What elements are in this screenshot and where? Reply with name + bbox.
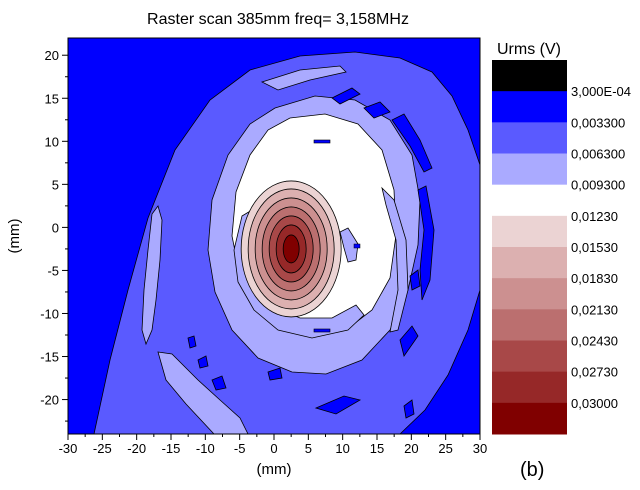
x-tick-label: 10 [335, 441, 349, 456]
x-tick-label: -20 [127, 441, 146, 456]
colorbar-label: 0,02130 [571, 302, 618, 317]
colorbar-label: 0,006300 [571, 147, 625, 162]
y-tick-label: -10 [40, 306, 59, 321]
x-tick-label: 15 [370, 441, 384, 456]
peak-contour-ring [282, 234, 300, 264]
contour-plot [68, 38, 480, 434]
chart-title: Raster scan 385mm freq= 3,158MHz [147, 11, 409, 28]
x-tick-label: 5 [305, 441, 312, 456]
blue-island-16 [353, 243, 361, 249]
colorbar-swatch [492, 91, 567, 123]
colorbar-label: 0,01830 [571, 271, 618, 286]
colorbar-swatch [492, 309, 567, 341]
peak-contours [240, 180, 342, 318]
y-axis-label: (mm) [6, 219, 23, 254]
x-tick-label: -30 [59, 441, 78, 456]
blue-island-5 [399, 325, 419, 357]
blue-island-14 [313, 328, 331, 333]
ring-segment-right [381, 186, 409, 333]
blue-island-12 [409, 269, 421, 291]
blue-island-10 [403, 399, 415, 419]
colorbar-swatch [492, 153, 567, 186]
y-tick-label: -15 [40, 350, 59, 365]
colorbar-label: 0,003300 [571, 115, 625, 130]
x-tick-label: -10 [196, 441, 215, 456]
y-tick-label: -5 [47, 263, 59, 278]
ring-segment-left [141, 205, 163, 346]
x-tick-label: -5 [234, 441, 246, 456]
colorbar: 3,000E-04 0,003300 0,006300 0,009300 0,01230… [492, 60, 631, 435]
x-tick-label: 20 [404, 441, 418, 456]
x-tick-label: 30 [473, 441, 487, 456]
y-tick-label: 5 [52, 177, 59, 192]
y-tick-label: -20 [40, 393, 59, 408]
x-tick-label: 0 [270, 441, 277, 456]
colorbar-label: 3,000E-04 [571, 84, 631, 99]
colorbar-label: 0,009300 [571, 178, 625, 193]
x-axis: -30 -25 -20 -15 -10 -5 0 5 10 15 20 25 30 [59, 434, 487, 456]
colorbar-swatch [492, 184, 567, 217]
colorbar-title: Urms (V) [497, 41, 561, 58]
colorbar-swatch [492, 247, 567, 279]
blue-island-2 [363, 101, 391, 119]
ring-segment-lower-left [157, 351, 249, 434]
colorbar-swatch [492, 340, 567, 373]
colorbar-swatch [492, 402, 567, 435]
panel-label: (b) [520, 459, 544, 481]
colorbar-swatch [492, 371, 567, 404]
blue-island-6 [314, 395, 362, 415]
colorbar-label: 0,01530 [571, 240, 618, 255]
colorbar-label: 0,02430 [571, 334, 618, 349]
side-lobe-right-inner [339, 227, 359, 263]
colorbar-swatch [492, 215, 567, 248]
x-axis-label: (mm) [257, 461, 292, 478]
x-tick-label: -25 [93, 441, 112, 456]
colorbar-label: 0,02730 [571, 365, 618, 380]
blue-island-3 [391, 113, 433, 173]
blue-island-9 [187, 335, 197, 349]
blue-island-13 [313, 139, 331, 144]
blue-island-4 [417, 185, 435, 301]
y-axis: 20 15 10 5 0 -5 -10 -15 -20 [40, 48, 68, 422]
y-tick-label: 15 [45, 91, 59, 106]
x-tick-label: -15 [162, 441, 181, 456]
blue-island-8 [197, 355, 209, 369]
y-tick-label: 0 [52, 220, 59, 235]
y-tick-label: 20 [45, 48, 59, 63]
blue-island-1 [331, 87, 361, 105]
blue-island-7 [211, 375, 227, 391]
ring-segment-top-left [260, 65, 347, 91]
colorbar-swatch [492, 278, 567, 310]
colorbar-label: 0,03000 [571, 396, 618, 411]
colorbar-label: 0,01230 [571, 209, 618, 224]
y-tick-label: 10 [45, 134, 59, 149]
colorbar-swatch [492, 60, 567, 92]
colorbar-swatch [492, 122, 567, 154]
x-tick-label: 25 [438, 441, 452, 456]
blue-island-11 [267, 367, 283, 381]
